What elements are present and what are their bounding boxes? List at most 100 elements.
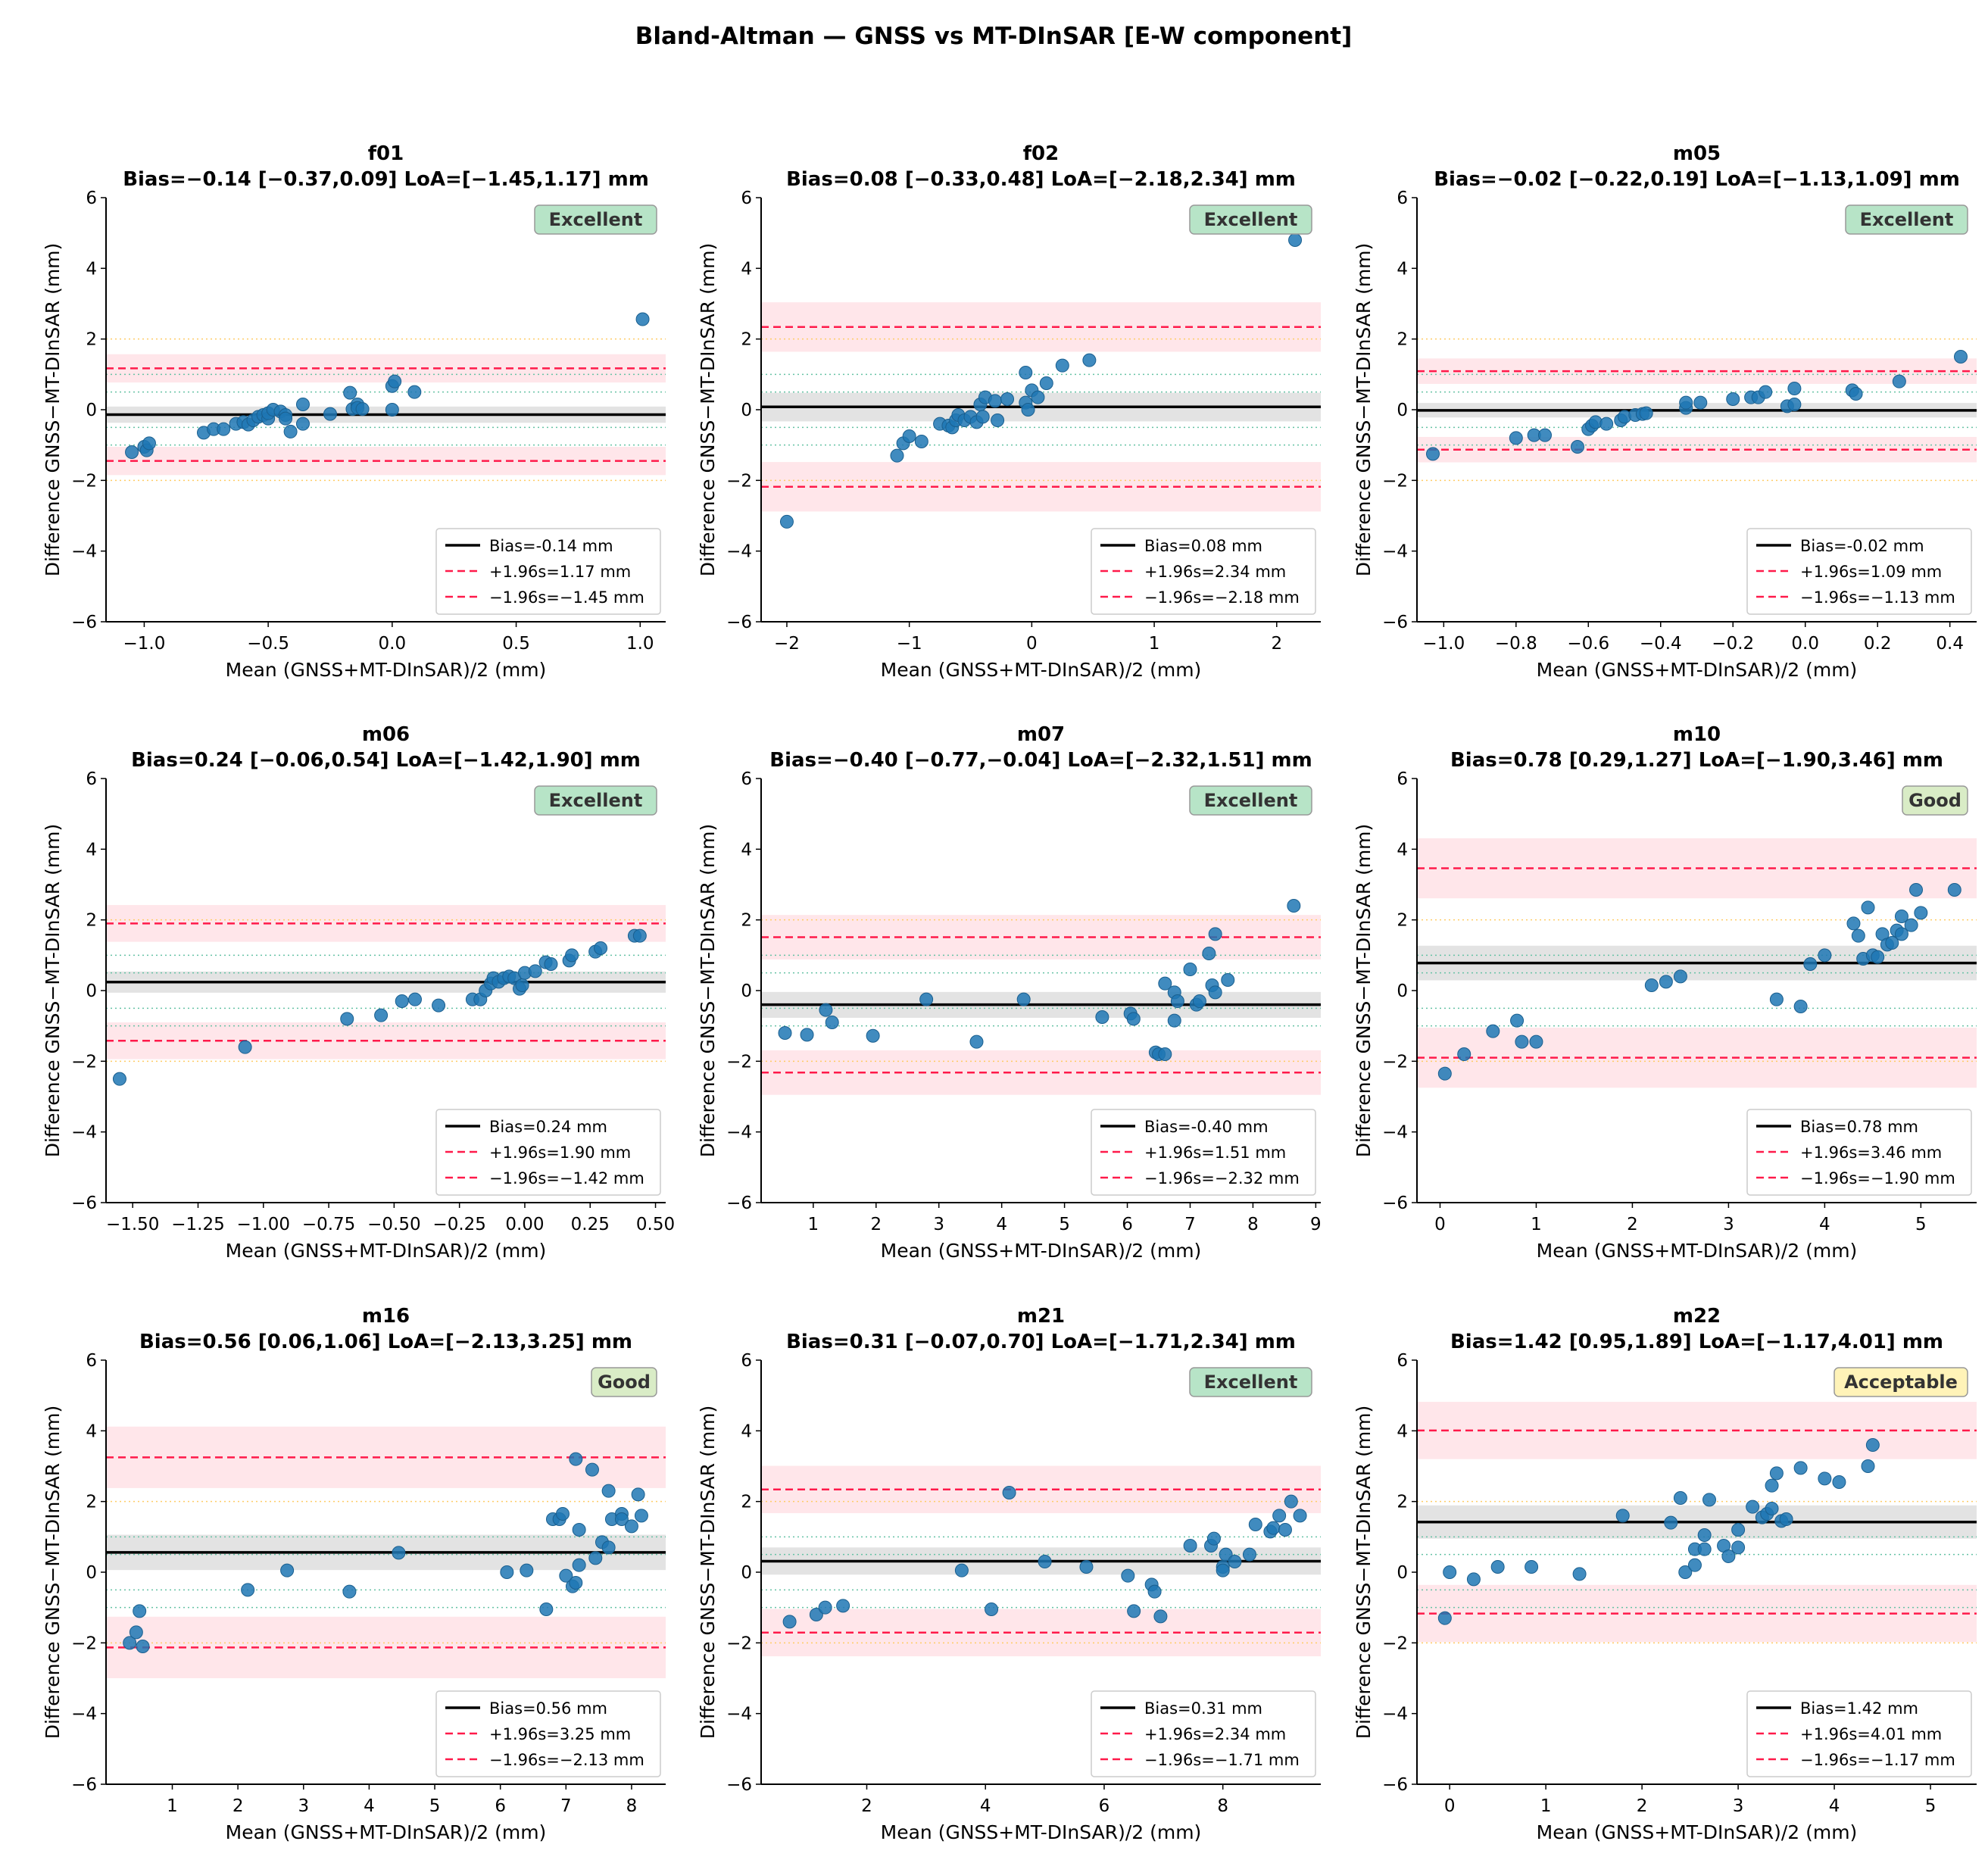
data-point — [588, 1551, 603, 1565]
legend — [435, 528, 661, 615]
data-point — [1437, 1066, 1452, 1081]
legend-entry: Bias=-0.40 mm — [1144, 1118, 1269, 1136]
data-point — [1793, 1000, 1808, 1013]
rating-badge — [534, 785, 657, 816]
data-point — [1216, 1563, 1230, 1577]
x-tick-label: −0.5 — [247, 634, 289, 654]
y-tick-label: −4 — [71, 542, 97, 562]
data-point — [1818, 948, 1832, 963]
data-point — [1664, 1515, 1678, 1530]
panel-f01: 6 4 2 0 −2 −4 −6 −1.0 −0.5 0.0 0.5 1.0 Mean (GNSS+MT… — [42, 142, 666, 681]
data-point — [374, 1008, 389, 1022]
data-point — [969, 1034, 984, 1049]
panel-m22: 6 4 2 0 −2 −4 −6 0 1 2 3 4 5 Mean (GNSS+MT-DInSAR)/2 … — [1353, 1305, 1977, 1843]
y-tick-label: 0 — [86, 401, 97, 420]
y-tick-label: 4 — [1397, 259, 1408, 279]
data-point — [1288, 233, 1303, 247]
data-point — [1644, 978, 1659, 992]
data-point — [1678, 1565, 1693, 1579]
panel-title: m07 — [1017, 723, 1065, 746]
data-point — [1095, 1010, 1109, 1024]
data-point — [635, 312, 650, 326]
legend-entry: Bias=0.24 mm — [489, 1118, 607, 1136]
data-point — [1702, 1493, 1717, 1507]
x-tick-label: 1 — [1540, 1796, 1552, 1816]
rating-badge — [1834, 1367, 1968, 1397]
y-tick-label: 0 — [86, 981, 97, 1001]
legend — [1746, 528, 1972, 615]
x-tick-label: 8 — [1247, 1215, 1259, 1234]
data-point — [1779, 1512, 1793, 1526]
data-point — [1673, 1491, 1687, 1505]
x-tick-label: 3 — [298, 1796, 309, 1816]
rating-badge — [534, 204, 657, 235]
panel-subtitle: Bias=0.31 [−0.07,0.70] LoA=[−1.71,2.34] … — [786, 1331, 1296, 1353]
data-point — [1206, 1531, 1221, 1546]
rating-badge — [591, 1367, 657, 1397]
x-tick-label: 0.4 — [1936, 634, 1964, 654]
data-point — [585, 1462, 599, 1477]
legend — [435, 1690, 661, 1777]
legend-entry: −1.96s=−2.32 mm — [1144, 1169, 1300, 1187]
data-point — [1909, 883, 1924, 897]
data-point — [112, 1072, 126, 1086]
data-point — [1599, 417, 1614, 431]
x-tick-label: 2 — [870, 1215, 882, 1234]
data-point — [1457, 1047, 1471, 1061]
y-tick-label: 4 — [86, 840, 97, 860]
data-point — [559, 1568, 573, 1583]
legend-entry: −1.96s=−1.71 mm — [1144, 1751, 1300, 1769]
y-tick-label: 4 — [741, 1421, 752, 1441]
data-point — [818, 1600, 832, 1615]
y-tick-label: −2 — [71, 1052, 97, 1072]
y-axis-label: Difference GNSS−MT-DInSAR (mm) — [697, 1406, 719, 1740]
data-point — [1158, 1047, 1172, 1061]
x-tick-label: −0.25 — [432, 1215, 485, 1234]
data-point — [1570, 440, 1584, 454]
y-axis-label: Difference GNSS−MT-DInSAR (mm) — [697, 243, 719, 577]
panel-m16: 6 4 2 0 −2 −4 −6 1 2 3 4 5 6 7 8 Mean (GNSS+MT-DInSAR)/… — [42, 1305, 666, 1843]
data-point — [1697, 1528, 1712, 1542]
y-tick-label: 4 — [1397, 840, 1408, 860]
y-tick-label: −2 — [71, 1634, 97, 1653]
data-point — [1529, 1034, 1543, 1049]
x-tick-label: 1 — [167, 1796, 178, 1816]
legend-entry: −1.96s=−1.42 mm — [489, 1169, 644, 1187]
panel-m21: 6 4 2 0 −2 −4 −6 2 4 6 8 Mean (GNSS+MT-DInSAR)/2 (m… — [697, 1305, 1321, 1843]
y-tick-label: 2 — [86, 330, 97, 350]
data-point — [1208, 927, 1222, 941]
legend-entry: Bias=0.31 mm — [1144, 1699, 1262, 1718]
data-point — [1769, 1466, 1784, 1481]
y-tick-label: −2 — [726, 471, 752, 491]
x-tick-label: 5 — [1915, 1215, 1927, 1234]
panel-title: m10 — [1673, 723, 1721, 746]
data-point — [1038, 1555, 1052, 1568]
data-point — [1832, 1475, 1846, 1489]
panel-subtitle: Bias=−0.14 [−0.37,0.09] LoA=[−1.45,1.17]… — [123, 168, 649, 191]
data-point — [1426, 447, 1440, 461]
legend-entry: −1.96s=−2.18 mm — [1144, 588, 1300, 607]
rating-badge-label: Excellent — [549, 209, 643, 230]
data-point — [1639, 406, 1653, 420]
data-point — [500, 1565, 514, 1579]
x-tick-label: −0.75 — [302, 1215, 355, 1234]
legend-entry: −1.96s=−1.45 mm — [489, 588, 644, 607]
data-point — [1490, 1560, 1505, 1574]
y-tick-label: 6 — [741, 1351, 752, 1371]
panel-subtitle: Bias=0.08 [−0.33,0.48] LoA=[−2.18,2.34] … — [786, 168, 1296, 191]
rating-badge-label: Excellent — [1860, 209, 1954, 230]
panel-title: m21 — [1017, 1305, 1065, 1328]
x-axis-label: Mean (GNSS+MT-DInSAR)/2 (mm) — [881, 659, 1202, 681]
data-point — [1248, 1518, 1262, 1531]
data-point — [295, 417, 310, 431]
y-tick-label: −6 — [71, 613, 97, 632]
panel-subtitle: Bias=−0.40 [−0.77,−0.04] LoA=[−2.32,1.51… — [769, 749, 1312, 772]
y-tick-label: 6 — [741, 769, 752, 789]
y-tick-label: −4 — [1382, 1123, 1408, 1143]
x-tick-label: 7 — [560, 1796, 572, 1816]
data-point — [779, 514, 794, 529]
data-point — [1000, 392, 1015, 406]
y-tick-label: 4 — [86, 259, 97, 279]
data-point — [1861, 1459, 1875, 1473]
legend-entry: +1.96s=4.01 mm — [1800, 1725, 1942, 1743]
